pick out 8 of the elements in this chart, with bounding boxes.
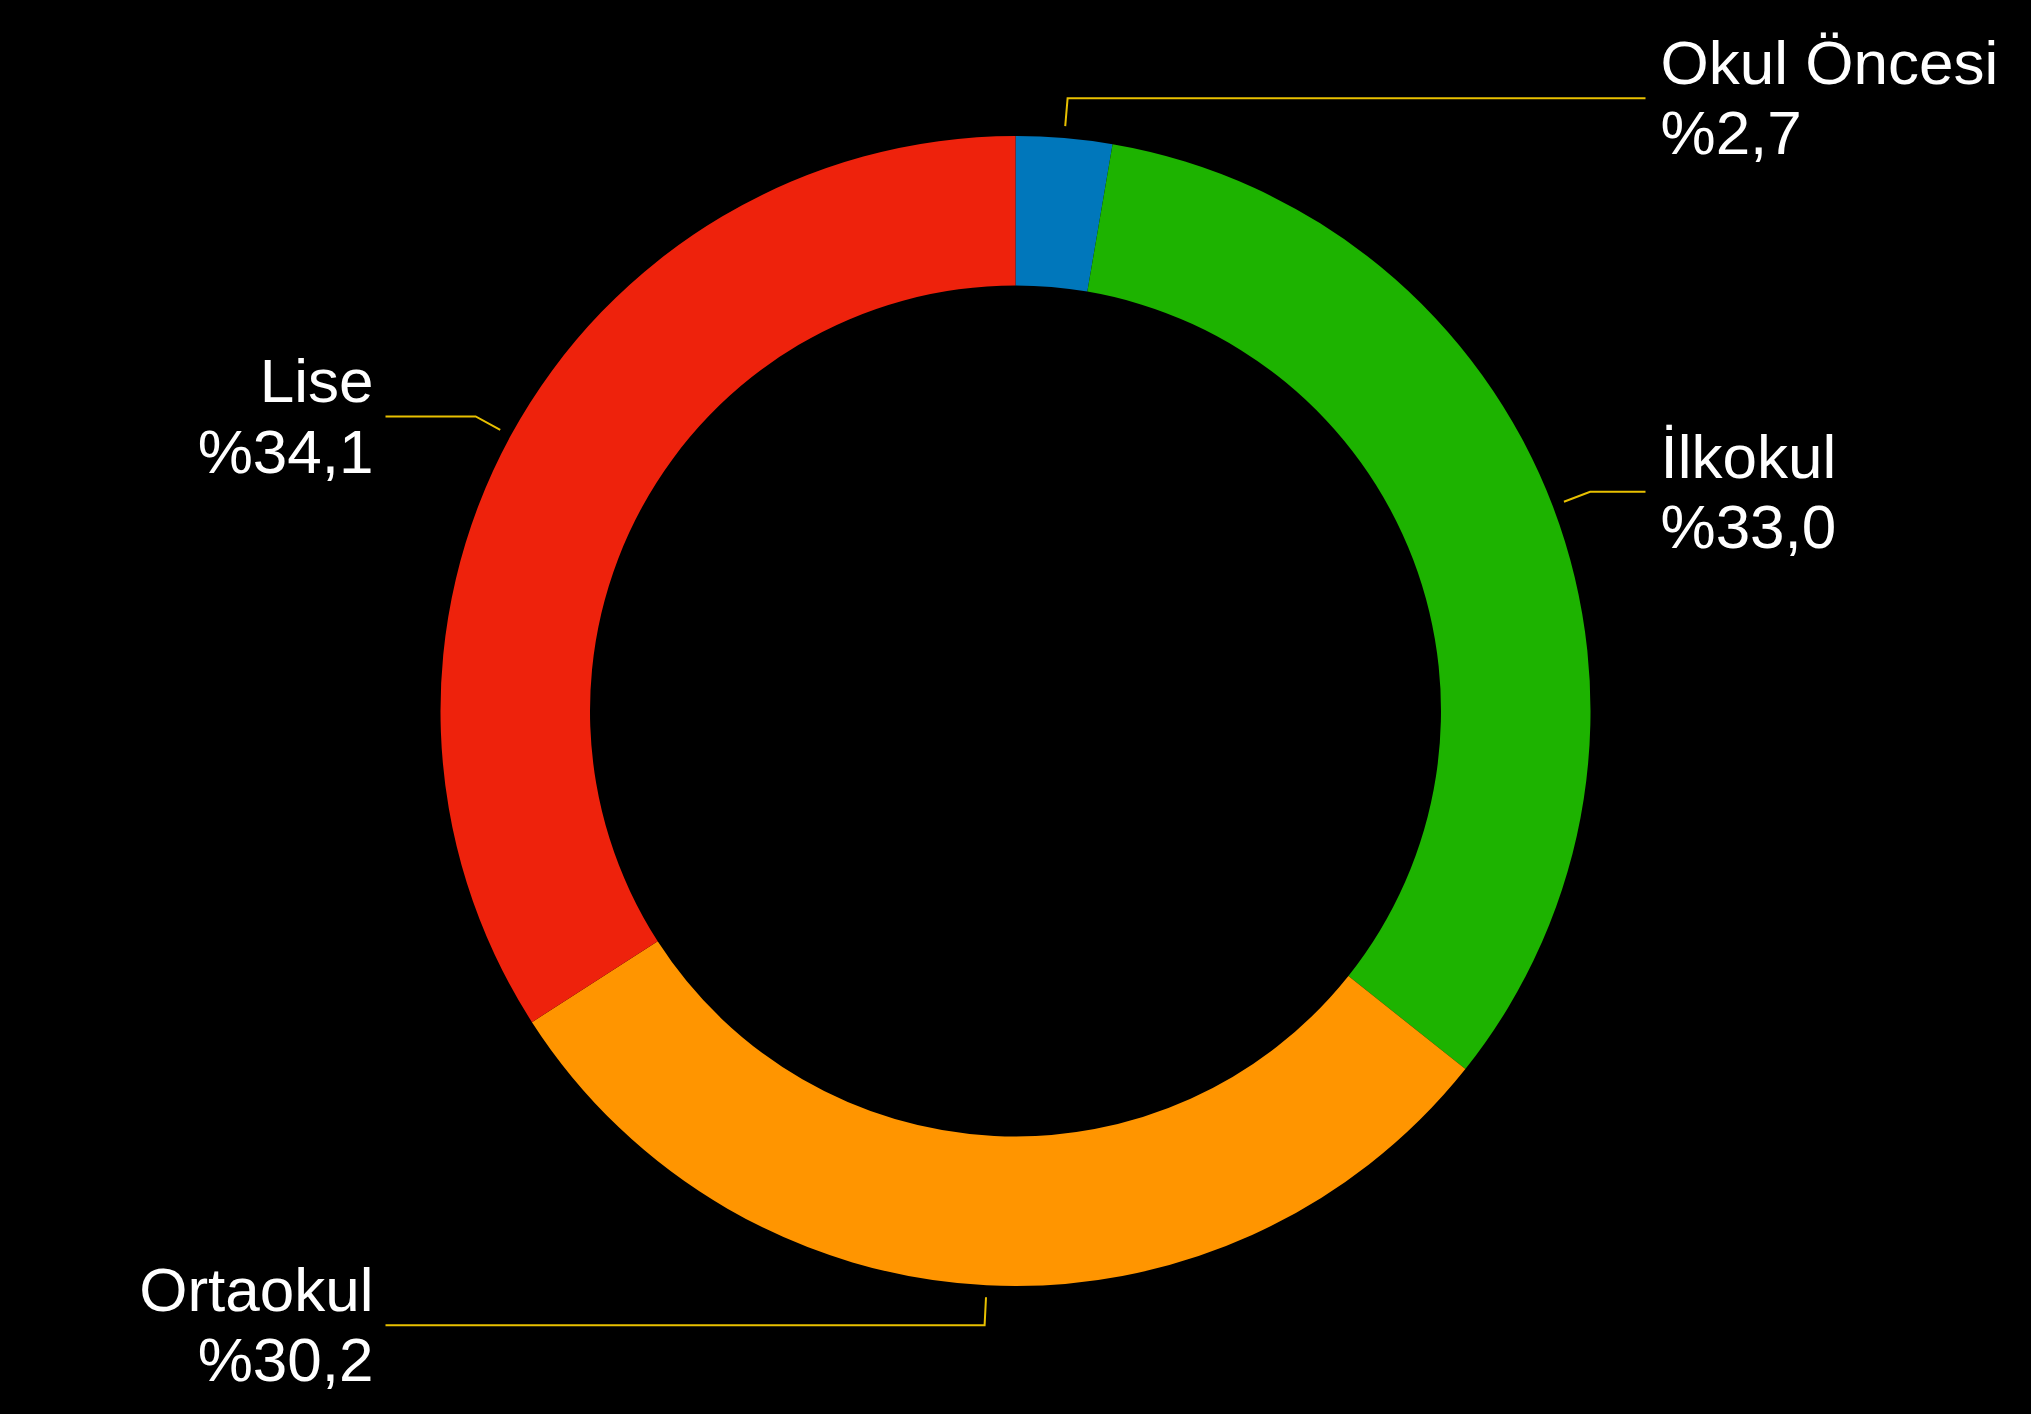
data-label: %34,1 — [197, 416, 374, 486]
slice-label: Lise — [259, 346, 374, 416]
slice-label: İlkokul — [1660, 421, 1837, 491]
slice-label: Ortaokul — [139, 1255, 374, 1325]
slice-label: Okul Öncesi — [1660, 28, 1999, 98]
data-label: %33,0 — [1660, 491, 1837, 561]
data-label: %30,2 — [197, 1325, 374, 1395]
data-label: %2,7 — [1660, 98, 1802, 168]
